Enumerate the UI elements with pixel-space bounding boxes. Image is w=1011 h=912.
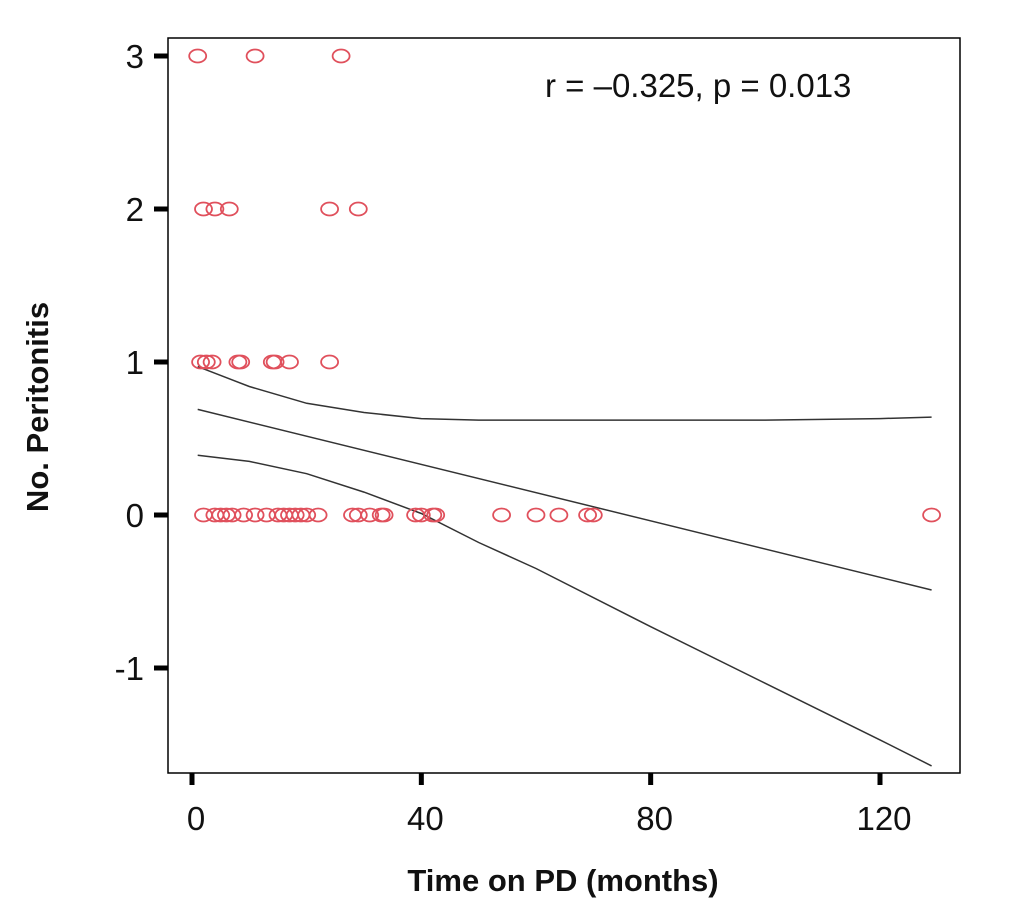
data-point xyxy=(348,201,368,217)
data-point xyxy=(320,201,340,217)
data-point xyxy=(231,354,251,370)
data-point xyxy=(526,507,546,523)
x-tick-label: 120 xyxy=(856,800,911,837)
data-point xyxy=(211,507,231,523)
correlation-annotation: r = –0.325, p = 0.013 xyxy=(545,67,851,104)
fit-lines xyxy=(197,365,932,767)
y-axis-ticks: -1 0 1 2 3 xyxy=(115,38,168,687)
data-point xyxy=(245,507,265,523)
x-tick-label: 40 xyxy=(407,800,444,837)
data-point xyxy=(374,507,394,523)
data-point xyxy=(308,507,328,523)
data-point xyxy=(320,354,340,370)
data-point xyxy=(348,507,368,523)
x-tick-label: 0 xyxy=(187,800,205,837)
lower-confidence-line xyxy=(197,454,932,767)
y-tick-label: 3 xyxy=(126,38,144,75)
data-point xyxy=(280,354,299,370)
data-point xyxy=(202,354,222,370)
plot-border xyxy=(167,37,961,774)
y-axis-title: No. Peritonitis xyxy=(20,302,55,512)
data-point xyxy=(191,354,211,370)
data-point xyxy=(196,354,216,370)
data-point xyxy=(219,201,239,217)
data-point xyxy=(265,354,285,370)
x-axis-title: Time on PD (months) xyxy=(407,863,718,898)
y-tick-label: 2 xyxy=(126,191,144,228)
upper-confidence-line xyxy=(197,365,932,421)
data-point xyxy=(194,201,213,217)
x-tick-label: 80 xyxy=(636,800,673,837)
data-point xyxy=(205,201,225,217)
data-point xyxy=(578,507,597,523)
data-points xyxy=(188,48,941,523)
data-point xyxy=(245,48,265,64)
fit-line xyxy=(197,408,932,591)
data-point xyxy=(922,507,941,523)
plot-frame xyxy=(167,37,961,774)
data-point xyxy=(222,507,242,523)
data-point xyxy=(234,507,254,523)
data-point xyxy=(285,507,305,523)
x-axis-ticks: 0 40 80 120 xyxy=(187,773,912,837)
data-point xyxy=(549,507,569,523)
data-point xyxy=(360,507,380,523)
data-point xyxy=(583,507,603,523)
data-point xyxy=(411,507,431,523)
data-point xyxy=(297,507,317,523)
data-point xyxy=(426,507,446,523)
y-tick-label: 1 xyxy=(126,344,144,381)
y-tick-label: -1 xyxy=(115,650,144,687)
data-point xyxy=(188,48,208,64)
data-point xyxy=(492,507,512,523)
y-tick-label: 0 xyxy=(126,497,144,534)
data-point xyxy=(331,48,351,64)
